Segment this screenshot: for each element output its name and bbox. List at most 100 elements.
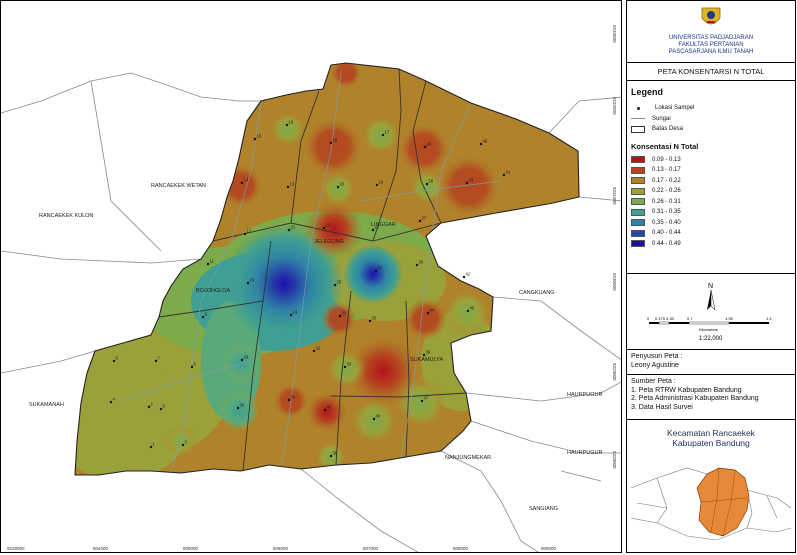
sample-point: 29 — [240, 355, 249, 362]
grid-label-x3: 806000 — [273, 546, 289, 551]
legend-class-row: 0.31 - 0.35 — [631, 207, 795, 218]
sample-point-label: 18 — [333, 138, 338, 143]
inset-block: Kecamatan Rancaekek Kabupaten Bandung — [627, 420, 795, 552]
sample-point: 37 — [374, 266, 383, 273]
sample-point-label: 33 — [347, 362, 352, 367]
grid-label-y2: 9232000 — [612, 97, 617, 115]
legend-class-swatch — [631, 187, 645, 195]
sample-point: 35 — [368, 316, 377, 323]
surrounding-villages — [1, 72, 621, 552]
north-scale-svg: N 0 0.175 0.35 0.7 1.05 1.4 Kilometers 1… — [647, 283, 772, 342]
sample-point-label: 6 — [116, 356, 119, 361]
legend-class-swatch — [631, 166, 645, 174]
grid-label-x1: 804000 — [93, 546, 109, 551]
sample-point-marker — [285, 123, 289, 127]
sample-point-marker — [289, 313, 293, 317]
sample-point: 26 — [423, 142, 432, 149]
legend-class-swatch — [631, 156, 645, 164]
sample-point-marker — [287, 228, 291, 232]
sample-point-label: 23 — [326, 223, 331, 228]
sample-point-marker — [206, 262, 210, 266]
sample-point: 28 — [425, 179, 434, 186]
sample-point-marker — [287, 398, 291, 402]
sample-point-marker — [236, 406, 240, 410]
label-nanjungmekar: NANJUNGMEKAR — [445, 455, 491, 461]
map-title: PETA KONSENTARSI N TOTAL — [627, 63, 795, 81]
sample-point-marker — [109, 400, 113, 404]
legend-class-swatch — [631, 198, 645, 206]
sample-point-marker — [322, 226, 326, 230]
sample-point-label: 21 — [291, 225, 296, 230]
sample-point: 7 — [154, 356, 161, 363]
sample-point-marker — [240, 181, 244, 185]
legend-sample-row: Lokasi Sampel — [631, 103, 795, 114]
sample-point-marker — [112, 359, 116, 363]
legend-class-label: 0.09 - 0.13 — [652, 156, 681, 163]
class-title: Konsentasi N Total — [631, 141, 699, 151]
sample-point: 44 — [426, 308, 435, 315]
sources-block: Sumber Peta : 1. Peta RTRW Kabupaten Ban… — [627, 375, 795, 420]
sample-point-marker — [201, 315, 205, 319]
sample-point-marker — [465, 181, 469, 185]
sample-point-marker — [154, 359, 158, 363]
sample-point-marker — [420, 399, 424, 403]
sample-point-marker — [159, 407, 163, 411]
sample-point: 15 — [253, 134, 262, 141]
legend-class-row: 0.22 - 0.26 — [631, 186, 795, 197]
sample-point-label: 44 — [430, 308, 435, 313]
label-sukamanah: SUKAMANAH — [29, 402, 64, 408]
sample-point-label: 14 — [244, 178, 249, 183]
sample-point: 9 — [201, 312, 208, 319]
sample-point-label: 45 — [470, 306, 475, 311]
legend-title: Legend — [631, 87, 664, 97]
inset-district-highlight — [696, 467, 750, 537]
sample-point-label: 41 — [506, 170, 511, 175]
sample-point-marker — [338, 314, 342, 318]
legend-class-list: 0.09 - 0.13 0.13 - 0.17 0.17 - 0.22 0.22 - … — [631, 155, 795, 250]
sample-point: 43 — [465, 178, 474, 185]
legend-class-swatch — [631, 208, 645, 216]
legend-class-label: 0.40 - 0.44 — [652, 230, 681, 237]
sample-point: 8 — [190, 362, 197, 369]
legend-class-label: 0.13 - 0.17 — [652, 167, 681, 174]
sample-point: 47 — [420, 396, 429, 403]
north-label: N — [708, 283, 713, 290]
scale-tick-4: 1.05 — [725, 316, 734, 321]
sample-point: 4 — [109, 397, 116, 404]
sample-point-marker — [333, 283, 337, 287]
sample-point-marker — [502, 173, 506, 177]
sample-point-label: 10 — [250, 278, 255, 283]
sample-point: 39 — [422, 350, 431, 357]
source-item-3: 3. Data Hasil Survei — [631, 403, 693, 411]
river-line-icon — [631, 118, 645, 120]
label-haurpugur-2: HAURPUGUR — [567, 450, 602, 456]
sample-point-label: 20 — [340, 182, 345, 187]
sample-point-label: 24 — [293, 310, 298, 315]
sample-point-label: 42 — [466, 272, 471, 277]
label-bojongloa: BOJONGLOA — [196, 288, 231, 294]
map-frame[interactable]: 1 2 3 4 5 6 7 8 9 10 11 12 13 14 15 16 17 18 19 20 21 22 23 24 2… — [0, 0, 622, 553]
north-arrow-icon: N — [707, 283, 716, 311]
sample-point-marker — [415, 263, 419, 267]
grid-label-y4: 9230000 — [612, 273, 617, 291]
sample-point-marker — [372, 417, 376, 421]
grid-label-y5: 9229000 — [612, 363, 617, 381]
legend-boundary-row: Batas Desa — [631, 124, 795, 135]
sample-point-marker — [425, 182, 429, 186]
sample-point-label: 27 — [422, 216, 427, 221]
university-name: UNIVERSITAS PADJADJARAN — [668, 35, 754, 41]
legend-class-row: 0.26 - 0.31 — [631, 197, 795, 208]
sample-point-label: 31 — [342, 311, 347, 316]
legend-class-swatch — [631, 219, 645, 227]
legend-class-label: 0.26 - 0.31 — [652, 198, 681, 205]
sample-point-marker — [286, 185, 290, 189]
sample-point: 30 — [236, 403, 245, 410]
sample-point: 45 — [466, 306, 475, 313]
legend-river-row: Sungai — [631, 114, 795, 125]
sample-point-label: 46 — [483, 139, 488, 144]
sample-point-marker — [323, 408, 327, 412]
grid-label-y6: 9228000 — [612, 451, 617, 469]
sample-point: 10 — [246, 278, 255, 285]
sample-point-marker — [422, 353, 426, 357]
